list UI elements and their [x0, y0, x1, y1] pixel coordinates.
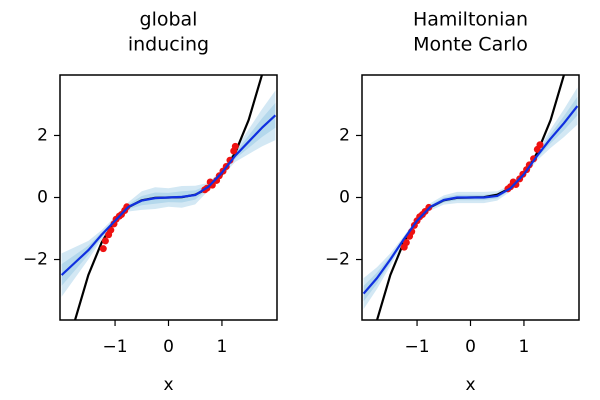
line	[60, 114, 277, 276]
y-tick-label: 2	[339, 125, 350, 145]
uncertainty-band	[61, 102, 276, 286]
x-tick-label: 0	[465, 337, 476, 357]
chart-title: global	[140, 9, 198, 31]
plot-area	[60, 75, 277, 320]
data-point	[123, 203, 131, 211]
chart-title: Monte Carlo	[413, 34, 528, 56]
data-point	[231, 142, 239, 150]
plot-area	[362, 75, 579, 320]
y-tick-label: 0	[37, 188, 48, 208]
y-tick-label: −2	[325, 250, 350, 270]
uncertainty-band	[363, 96, 578, 302]
data-point	[99, 245, 107, 253]
x-tick-label: 1	[519, 337, 530, 357]
chart-title: inducing	[128, 34, 209, 56]
y-tick-label: 0	[339, 188, 350, 208]
data-point	[512, 180, 520, 188]
x-tick-label: −1	[405, 337, 430, 357]
line	[362, 105, 579, 295]
chart-title: Hamiltonian	[413, 9, 528, 31]
data-point	[536, 141, 544, 149]
data-point	[402, 238, 410, 246]
x-tick-label: 0	[163, 337, 174, 357]
data-point	[101, 237, 109, 245]
x-tick-label: 1	[217, 337, 228, 357]
y-tick-label: 2	[37, 125, 48, 145]
x-axis-label: x	[465, 375, 475, 395]
x-tick-label: −1	[103, 337, 128, 357]
x-axis-label: x	[163, 375, 173, 395]
y-tick-label: −2	[23, 250, 48, 270]
